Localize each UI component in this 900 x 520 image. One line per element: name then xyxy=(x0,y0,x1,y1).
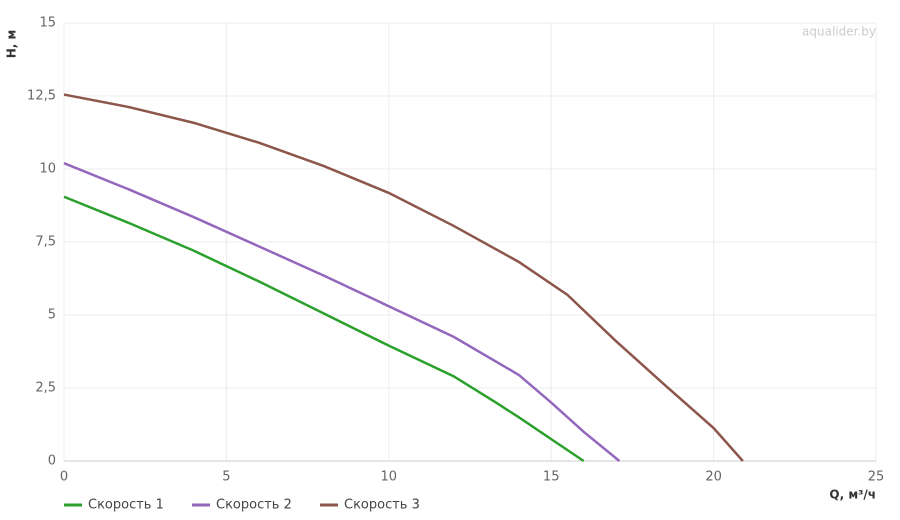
y-tick-label: 5 xyxy=(48,308,56,323)
x-tick-label: 20 xyxy=(705,470,722,485)
series-line xyxy=(63,93,744,462)
series-line xyxy=(63,195,585,463)
legend-label: Скорость 3 xyxy=(344,498,420,513)
x-tick-label: 10 xyxy=(381,470,398,485)
y-tick-label: 7,5 xyxy=(35,235,56,250)
y-tick-label: 0 xyxy=(48,454,56,469)
x-tick-label: 5 xyxy=(222,470,230,485)
x-tick-label: 25 xyxy=(868,470,885,485)
legend-label: Скорость 1 xyxy=(88,498,164,513)
x-tick-label: 15 xyxy=(543,470,560,485)
legend-label: Скорость 2 xyxy=(216,498,292,513)
watermark: aqualider.by xyxy=(802,25,876,39)
y-axis-label: H, м xyxy=(5,30,19,59)
x-tick-label: 0 xyxy=(60,470,68,485)
y-tick-label: 12,5 xyxy=(27,89,56,104)
x-axis-label: Q, м³/ч xyxy=(829,488,876,502)
series-line xyxy=(63,162,621,462)
y-tick-label: 10 xyxy=(39,162,56,177)
y-tick-label: 15 xyxy=(39,16,56,31)
y-tick-label: 2,5 xyxy=(35,381,56,396)
